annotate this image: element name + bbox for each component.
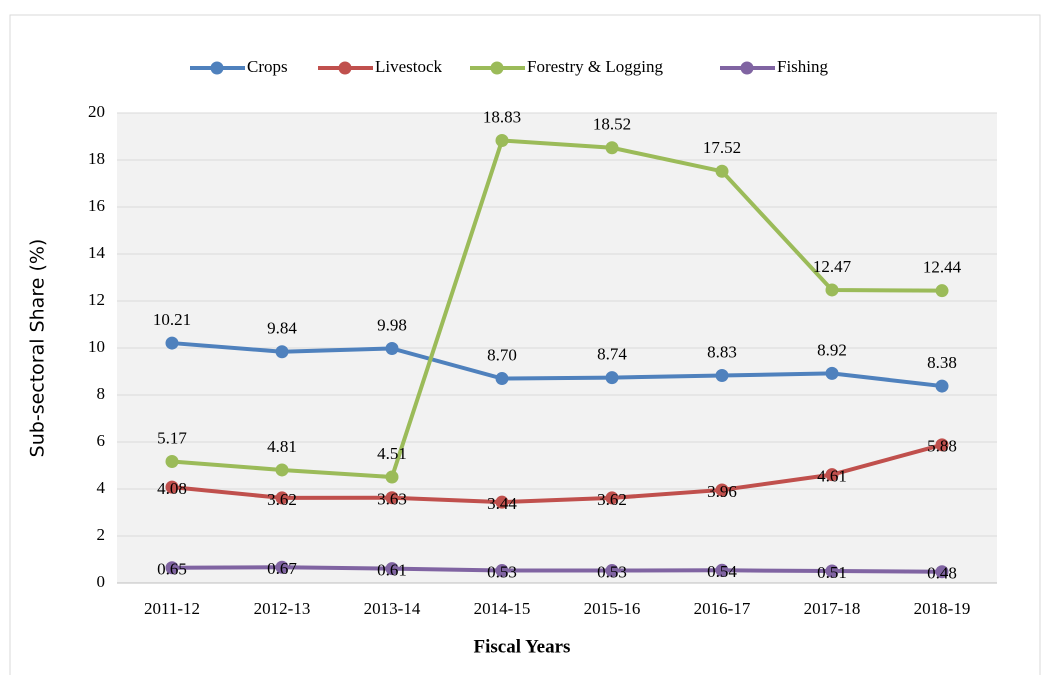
data-label: 3.62 xyxy=(267,490,297,509)
y-tick-label: 0 xyxy=(97,572,106,591)
legend-label: Livestock xyxy=(375,57,443,76)
data-label: 4.61 xyxy=(817,467,847,486)
x-tick-label: 2015-16 xyxy=(584,599,641,618)
data-label: 10.21 xyxy=(153,310,191,329)
legend-marker xyxy=(338,61,352,75)
data-point xyxy=(605,491,619,505)
y-tick-label: 4 xyxy=(97,478,106,497)
data-point xyxy=(495,495,509,509)
data-label: 0.67 xyxy=(267,559,297,578)
data-point xyxy=(605,564,619,578)
data-point xyxy=(495,133,509,147)
data-label: 3.62 xyxy=(597,490,627,509)
data-point xyxy=(825,283,839,297)
data-point xyxy=(275,345,289,359)
data-point xyxy=(935,284,949,298)
data-point xyxy=(385,470,399,484)
data-point xyxy=(825,366,839,380)
legend-label: Fishing xyxy=(777,57,829,76)
data-point xyxy=(935,438,949,452)
data-point xyxy=(605,141,619,155)
data-label: 5.88 xyxy=(927,437,957,456)
data-label: 3.96 xyxy=(707,482,737,501)
legend-marker xyxy=(740,61,754,75)
data-label: 4.08 xyxy=(157,479,187,498)
y-tick-label: 16 xyxy=(88,196,105,215)
x-axis-label: Fiscal Years xyxy=(474,636,571,657)
data-label: 8.92 xyxy=(817,340,847,359)
data-label: 0.65 xyxy=(157,560,187,579)
data-label: 9.84 xyxy=(267,319,297,338)
data-point xyxy=(165,480,179,494)
data-label: 5.17 xyxy=(157,428,187,447)
x-tick-label: 2014-15 xyxy=(474,599,531,618)
data-label: 8.74 xyxy=(597,345,627,364)
data-label: 18.52 xyxy=(593,115,631,134)
data-label: 0.51 xyxy=(817,563,847,582)
legend-label: Crops xyxy=(247,57,288,76)
data-point xyxy=(385,562,399,576)
data-point xyxy=(165,561,179,575)
series-line xyxy=(171,565,943,574)
y-axis-label: Sub-sectoral Share (%) xyxy=(27,239,49,458)
data-point xyxy=(825,564,839,578)
data-point xyxy=(165,455,179,469)
legend-label: Forestry & Logging xyxy=(527,57,663,76)
data-point xyxy=(605,371,619,385)
x-tick-label: 2012-13 xyxy=(254,599,311,618)
data-label: 3.63 xyxy=(377,490,407,509)
data-point xyxy=(495,372,509,386)
data-label: 8.38 xyxy=(927,353,957,372)
data-point xyxy=(715,563,729,577)
data-label: 0.53 xyxy=(597,562,627,581)
data-label: 8.70 xyxy=(487,345,517,364)
series-line xyxy=(171,138,943,480)
data-label: 0.54 xyxy=(707,562,737,581)
y-tick-label: 12 xyxy=(88,290,105,309)
data-point xyxy=(715,368,729,382)
y-tick-label: 2 xyxy=(97,525,106,544)
data-point xyxy=(385,341,399,355)
data-label: 3.44 xyxy=(487,494,517,513)
data-label: 0.61 xyxy=(377,561,407,580)
data-point xyxy=(825,468,839,482)
data-label: 17.52 xyxy=(703,138,741,157)
y-tick-label: 6 xyxy=(97,431,106,450)
data-label: 4.51 xyxy=(377,444,407,463)
data-label: 8.83 xyxy=(707,342,737,361)
x-tick-label: 2016-17 xyxy=(694,599,751,618)
y-tick-label: 8 xyxy=(97,384,106,403)
data-label: 12.47 xyxy=(813,257,852,276)
y-tick-label: 20 xyxy=(88,102,105,121)
series-line xyxy=(171,341,943,389)
x-tick-label: 2017-18 xyxy=(804,599,861,618)
y-tick-label: 10 xyxy=(88,337,105,356)
data-point xyxy=(495,564,509,578)
data-point xyxy=(275,560,289,574)
data-label: 9.98 xyxy=(377,315,407,334)
data-label: 18.83 xyxy=(483,107,521,126)
legend-marker xyxy=(210,61,224,75)
x-tick-label: 2011-12 xyxy=(144,599,200,618)
data-point xyxy=(275,491,289,505)
data-point xyxy=(715,164,729,178)
data-label: 0.53 xyxy=(487,562,517,581)
y-tick-label: 18 xyxy=(88,149,105,168)
data-label: 12.44 xyxy=(923,258,962,277)
data-point xyxy=(275,463,289,477)
data-label: 4.81 xyxy=(267,437,297,456)
data-point xyxy=(715,483,729,497)
series-line xyxy=(171,442,943,505)
y-tick-label: 14 xyxy=(88,243,106,262)
data-point xyxy=(165,336,179,350)
x-tick-label: 2018-19 xyxy=(914,599,971,618)
x-tick-label: 2013-14 xyxy=(364,599,421,618)
data-point xyxy=(935,379,949,393)
legend-marker xyxy=(490,61,504,75)
data-point xyxy=(935,565,949,579)
data-label: 0.48 xyxy=(927,564,957,583)
data-point xyxy=(385,491,399,505)
